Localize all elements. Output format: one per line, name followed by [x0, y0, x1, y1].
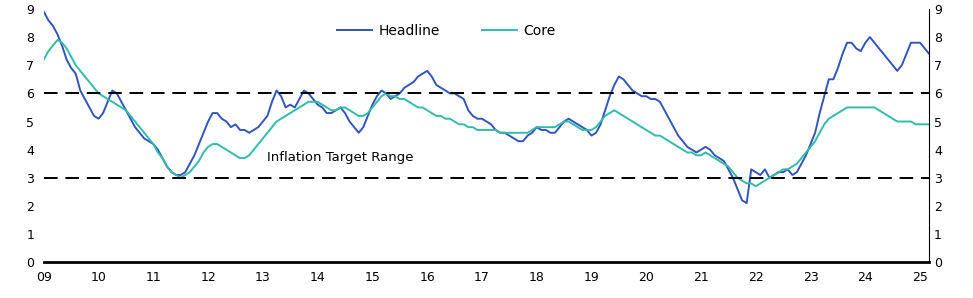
Headline	[737, 198, 748, 202]
Core	[750, 184, 762, 188]
Headline	[89, 114, 100, 118]
Line: Core: Core	[44, 40, 929, 186]
Legend: Headline, Core: Headline, Core	[332, 18, 561, 44]
Text: Inflation Target Range: Inflation Target Range	[268, 150, 414, 164]
Core	[508, 131, 520, 135]
Line: Headline: Headline	[44, 12, 929, 203]
Headline	[800, 153, 811, 157]
Headline	[38, 10, 50, 13]
Headline	[503, 134, 515, 137]
Core	[92, 91, 104, 95]
Headline	[740, 201, 752, 205]
Core	[280, 114, 292, 118]
Core	[740, 182, 752, 185]
Core	[923, 122, 935, 126]
Headline	[923, 52, 935, 56]
Core	[38, 58, 50, 61]
Headline	[832, 66, 844, 70]
Core	[52, 38, 63, 42]
Headline	[275, 94, 287, 98]
Core	[837, 108, 848, 112]
Core	[805, 145, 816, 149]
